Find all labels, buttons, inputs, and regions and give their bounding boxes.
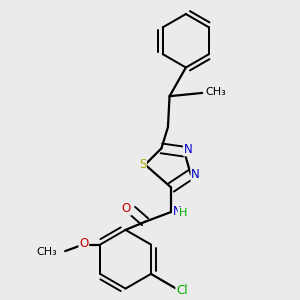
- Text: O: O: [122, 202, 131, 215]
- Text: N: N: [173, 206, 182, 218]
- Text: Cl: Cl: [176, 284, 188, 297]
- Text: S: S: [139, 158, 146, 171]
- Text: CH₃: CH₃: [36, 247, 57, 257]
- Text: CH₃: CH₃: [206, 87, 226, 97]
- Text: N: N: [191, 168, 200, 181]
- Text: O: O: [79, 237, 88, 250]
- Text: N: N: [184, 142, 193, 155]
- Text: H: H: [178, 208, 187, 218]
